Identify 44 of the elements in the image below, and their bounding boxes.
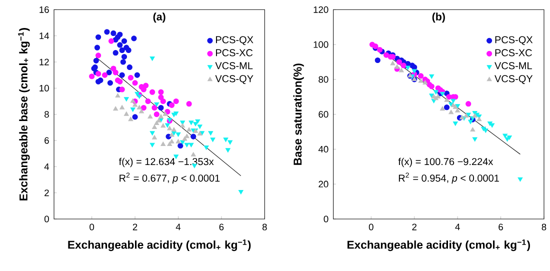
y-tick-label: 120 <box>314 6 328 13</box>
annotation: f(x) = 12.634 −1.353x <box>118 158 214 168</box>
y-axis-title: Exchangeable base (cmol$_{+}$ kg$^{−1}$) <box>18 28 30 200</box>
x-tick-label: 6 <box>219 224 224 230</box>
legend-label: PCS-XC <box>216 49 253 56</box>
x-tick-label: 0 <box>368 224 374 230</box>
legend-label: PCS-QX <box>216 36 254 46</box>
y-tick-label: 40 <box>318 146 328 153</box>
legend-label: VCS-QY <box>215 75 254 84</box>
legend-label: PCS-QX <box>495 36 533 46</box>
x-tick-label: 2 <box>132 224 138 230</box>
x-axis-title: Exchangeable acidity (cmol$_{+}$ kg$^{−1}$) <box>348 239 530 252</box>
y-tick-label: 80 <box>318 76 328 83</box>
y-tick-label: 100 <box>314 41 328 48</box>
y-tick-label: 0 <box>44 216 49 222</box>
annotation: f(x) = 100.76 −9.224x <box>398 158 494 168</box>
y-axis-title: Base saturation(%) <box>293 64 304 165</box>
y-tick-label: 10 <box>40 84 49 92</box>
y-tick-label: 2 <box>44 190 49 196</box>
legend-label: VCS-ML <box>494 62 532 70</box>
annotation: R$^{2}$ = 0.677, p < 0.0001 <box>120 172 220 184</box>
y-tick-label: 4 <box>44 163 50 170</box>
x-tick-label: 4 <box>455 224 460 230</box>
legend-label: PCS-XC <box>495 49 532 56</box>
y-tick-label: 20 <box>318 180 328 188</box>
x-tick-label: 6 <box>498 224 503 230</box>
y-tick-label: 14 <box>40 32 50 40</box>
x-tick-label: 2 <box>412 224 416 230</box>
y-tick-label: 60 <box>318 111 328 118</box>
x-axis-title: Exchangeable acidity (cmol$_{+}$ kg$^{−1}$) <box>68 239 251 252</box>
x-tick-label: 8 <box>262 224 267 230</box>
x-tick-label: 4 <box>176 224 181 230</box>
annotation: R$^{2}$ = 0.954, p < 0.0001 <box>398 172 499 184</box>
chart-title: (a) <box>153 12 166 23</box>
y-tick-label: 16 <box>40 6 49 13</box>
legend-label: VCS-ML <box>215 62 253 70</box>
legend-label: VCS-QY <box>494 75 533 84</box>
x-tick-label: 0 <box>90 224 94 230</box>
chart-title: (b) <box>432 12 445 23</box>
y-tick-label: 8 <box>44 111 49 118</box>
y-tick-label: 0 <box>324 216 328 222</box>
x-tick-label: 8 <box>542 224 546 230</box>
y-tick-label: 6 <box>44 137 49 144</box>
y-tick-label: 12 <box>40 58 49 66</box>
